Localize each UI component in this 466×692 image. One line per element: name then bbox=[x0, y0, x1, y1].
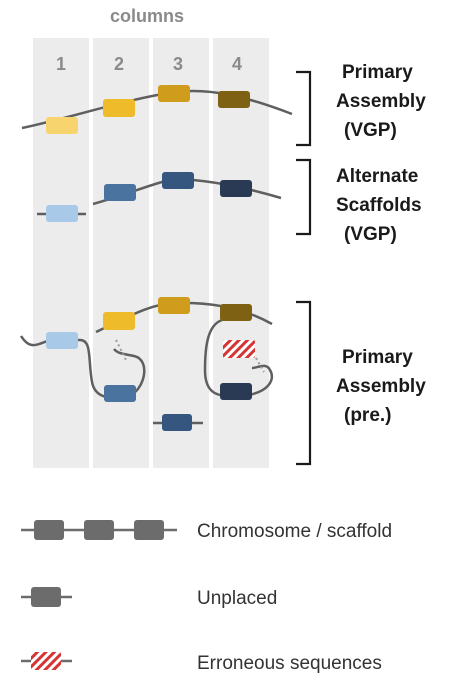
alternate-segment-1 bbox=[46, 205, 78, 222]
primary-assembly-vgp-row bbox=[21, 85, 293, 134]
label-primary-vgp-line-1: Primary bbox=[342, 62, 413, 83]
legend-unplaced: Unplaced bbox=[21, 587, 277, 609]
column-number-2: 2 bbox=[114, 54, 124, 74]
column-1-background bbox=[33, 38, 89, 468]
label-primary-vgp: Primary Assembly (VGP) bbox=[336, 62, 426, 141]
label-alternate-line-2: Scaffolds bbox=[336, 195, 422, 216]
legend-chromosome-scaffold: Chromosome / scaffold bbox=[21, 520, 392, 542]
legend-erroneous-label: Erroneous sequences bbox=[197, 653, 382, 674]
pre-erroneous-segment bbox=[223, 340, 255, 358]
legend-chromosome-segment-3 bbox=[134, 520, 164, 540]
label-alternate: Alternate Scaffolds (VGP) bbox=[336, 166, 422, 245]
alternate-scaffolds-row bbox=[37, 172, 282, 222]
primary-vgp-segment-2 bbox=[103, 99, 135, 117]
label-primary-pre: Primary Assembly (pre.) bbox=[336, 347, 426, 426]
legend: Chromosome / scaffold Unplaced Erroneous… bbox=[21, 520, 392, 674]
primary-vgp-segment-1 bbox=[46, 117, 78, 134]
legend-unplaced-segment bbox=[31, 587, 61, 607]
label-primary-pre-line-3: (pre.) bbox=[344, 405, 392, 426]
legend-erroneous: Erroneous sequences bbox=[21, 652, 382, 674]
primary-vgp-segment-3 bbox=[158, 85, 190, 102]
bracket-alternate bbox=[296, 158, 312, 236]
label-primary-vgp-line-2: Assembly bbox=[336, 91, 426, 112]
bracket-primary-pre bbox=[296, 300, 312, 466]
alternate-segment-4 bbox=[220, 180, 252, 197]
bracket-primary-vgp-shape bbox=[296, 70, 312, 147]
alternate-segment-2 bbox=[104, 184, 136, 201]
legend-chromosome-segment-2 bbox=[84, 520, 114, 540]
pre-segment-col1 bbox=[46, 332, 78, 349]
label-primary-pre-line-1: Primary bbox=[342, 347, 413, 368]
label-primary-vgp-line-3: (VGP) bbox=[344, 120, 397, 141]
bracket-primary-pre-shape bbox=[296, 300, 312, 466]
columns-header: columns bbox=[110, 6, 184, 26]
legend-erroneous-segment bbox=[31, 652, 61, 670]
pre-segment-col4-bottom bbox=[220, 383, 252, 400]
pre-segment-col4-top bbox=[220, 304, 252, 321]
label-primary-pre-line-2: Assembly bbox=[336, 376, 426, 397]
primary-vgp-segment-4 bbox=[218, 91, 250, 108]
bracket-alternate-shape bbox=[296, 158, 312, 236]
pre-segment-col2-top bbox=[103, 312, 135, 330]
legend-unplaced-label: Unplaced bbox=[197, 588, 277, 609]
legend-chromosome-segment-1 bbox=[34, 520, 64, 540]
primary-assembly-pre-row bbox=[19, 297, 274, 431]
pre-unplaced-segment-col3 bbox=[162, 414, 192, 431]
legend-chromosome-label: Chromosome / scaffold bbox=[197, 521, 392, 542]
pre-gap-dots-col2 bbox=[115, 339, 127, 361]
column-number-1: 1 bbox=[56, 54, 66, 74]
label-alternate-line-1: Alternate bbox=[336, 166, 418, 187]
bracket-primary-vgp bbox=[296, 70, 312, 147]
column-number-3: 3 bbox=[173, 54, 183, 74]
label-alternate-line-3: (VGP) bbox=[344, 224, 397, 245]
alternate-segment-3 bbox=[162, 172, 194, 189]
pre-segment-col2-bottom bbox=[104, 385, 136, 402]
pre-segment-col3-top bbox=[158, 297, 190, 314]
column-number-4: 4 bbox=[232, 54, 242, 74]
column-3-background bbox=[153, 38, 209, 468]
